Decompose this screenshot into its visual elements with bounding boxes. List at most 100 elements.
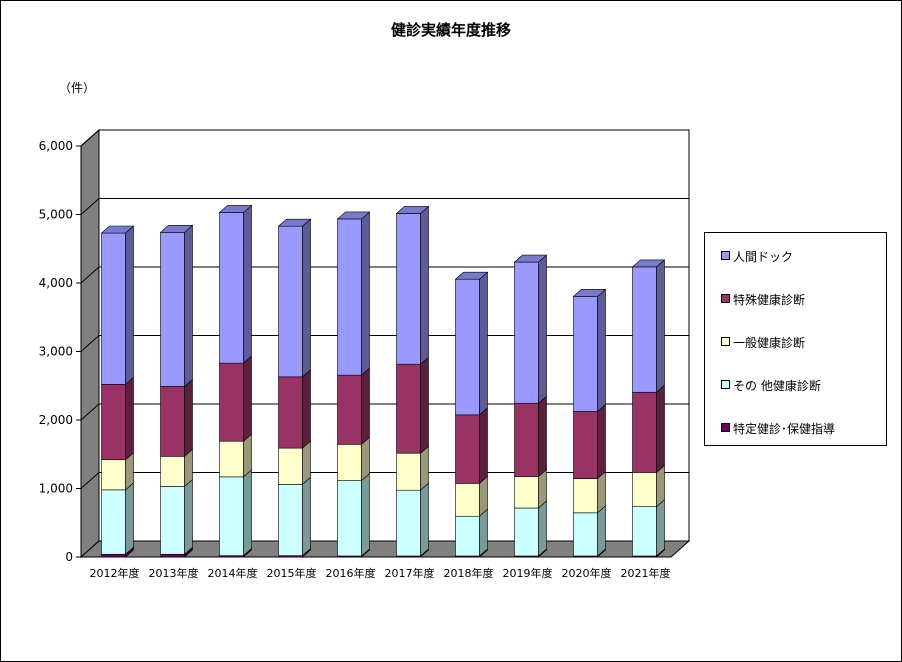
bar-segment — [573, 512, 598, 557]
bar-segment-side — [420, 205, 429, 365]
bar-segment-side — [361, 367, 370, 445]
bar-segment-side — [361, 436, 370, 482]
bar-segment — [573, 478, 598, 514]
bar-segment — [278, 484, 303, 556]
bar-segment-side — [420, 356, 429, 454]
bar-segment — [219, 362, 244, 442]
bar-top — [277, 218, 312, 227]
gridline — [80, 335, 689, 352]
bar-segment — [632, 266, 657, 393]
chart-legend: 人間ドック特殊健康診断一般健康診断その 他健康診断特定健診･保健指導 — [704, 232, 887, 446]
bar-segment — [337, 218, 362, 376]
bar-segment — [396, 489, 421, 557]
bar-top — [159, 225, 194, 233]
y-tick-label: 1,000 — [39, 482, 73, 496]
bar-segment — [632, 506, 657, 557]
legend-item: 特定健診･保健指導 — [721, 420, 836, 437]
bar-segment — [514, 261, 539, 404]
bar-segment-side — [243, 204, 252, 364]
y-tick-label: 6,000 — [39, 139, 73, 153]
bar-segment — [101, 553, 126, 558]
gridline — [80, 266, 689, 284]
bar-segment — [632, 391, 657, 473]
bar-segment — [337, 480, 362, 557]
bar-segment — [396, 363, 421, 454]
bar-segment — [101, 232, 126, 385]
y-tick-label: 2,000 — [39, 413, 73, 427]
bar-top — [395, 206, 430, 214]
legend-swatch — [721, 251, 730, 260]
x-tick-label: 2020年度 — [562, 566, 612, 580]
bar-segment — [101, 384, 126, 461]
bar-segment — [219, 476, 244, 556]
bar-segment-side — [420, 482, 429, 557]
bar-top — [218, 205, 253, 213]
bar-top — [572, 289, 607, 297]
legend-item: その 他健康診断 — [721, 377, 821, 394]
gridline — [80, 403, 689, 421]
legend-swatch — [721, 337, 730, 346]
bar-segment-side — [125, 376, 134, 461]
bar-segment — [632, 472, 657, 507]
bar-segment-side — [302, 218, 311, 378]
legend-item: 人間ドック — [721, 248, 794, 265]
bar-segment-side — [361, 472, 370, 557]
bar-segment-side — [302, 440, 311, 486]
bar-segment — [573, 296, 598, 412]
x-tick-label: 2012年度 — [90, 566, 140, 580]
bar-segment — [514, 402, 539, 477]
legend-swatch — [721, 380, 730, 389]
gridline — [80, 129, 689, 147]
bar-segment — [101, 489, 126, 555]
gridline — [80, 198, 689, 215]
bar-segment-side — [479, 508, 488, 557]
bar-segment — [278, 376, 303, 449]
legend-item: 一般健康診断 — [721, 334, 805, 351]
bar-segment-side — [302, 369, 311, 449]
chart-title: 健診実績年度推移 — [390, 21, 511, 39]
bar-segment — [160, 486, 185, 555]
legend-label: 特定健診･保健指導 — [733, 422, 836, 436]
bar-top — [100, 225, 135, 234]
bar-segment-side — [361, 211, 370, 376]
bar-segment — [455, 278, 480, 416]
bar-segment-side — [479, 271, 488, 416]
bar-segment-side — [184, 224, 193, 388]
bar-segment-side — [538, 500, 547, 557]
bar-top — [336, 211, 371, 220]
bar-segment — [219, 440, 244, 478]
legend-label: 人間ドック — [733, 250, 794, 264]
x-tick-label: 2018年度 — [444, 566, 494, 580]
bar-segment-side — [538, 395, 547, 478]
bar-segment — [396, 213, 421, 365]
bar-segment — [278, 225, 303, 378]
bar-segment — [337, 444, 362, 481]
bar-segment — [455, 515, 480, 557]
bar-segment — [514, 476, 539, 509]
legend-swatch — [721, 423, 730, 432]
x-tick-label: 2019年度 — [503, 566, 553, 580]
bar-segment — [396, 452, 421, 491]
y-axis-unit: （件） — [59, 81, 96, 95]
bar-segment — [573, 411, 598, 479]
y-tick-label: 5,000 — [39, 208, 73, 222]
bar-segment-side — [243, 355, 252, 442]
bar-segment-side — [184, 378, 193, 457]
bar-segment-side — [243, 433, 252, 478]
bar-segment-side — [597, 288, 606, 413]
legend-label: その 他健康診断 — [733, 379, 821, 393]
bar-segment-side — [597, 403, 606, 480]
bar-segment-side — [597, 505, 606, 557]
bar-top — [513, 254, 548, 263]
bar-segment-side — [243, 469, 252, 557]
bar-segment — [219, 212, 244, 364]
x-tick-label: 2016年度 — [326, 566, 376, 580]
legend-label: 特殊健康診断 — [733, 293, 806, 307]
bar-segment — [160, 386, 185, 457]
x-tick-label: 2021年度 — [621, 566, 671, 580]
bar-segment-side — [656, 498, 665, 557]
bar-segment-side — [302, 476, 311, 557]
bar-segment — [455, 414, 480, 484]
